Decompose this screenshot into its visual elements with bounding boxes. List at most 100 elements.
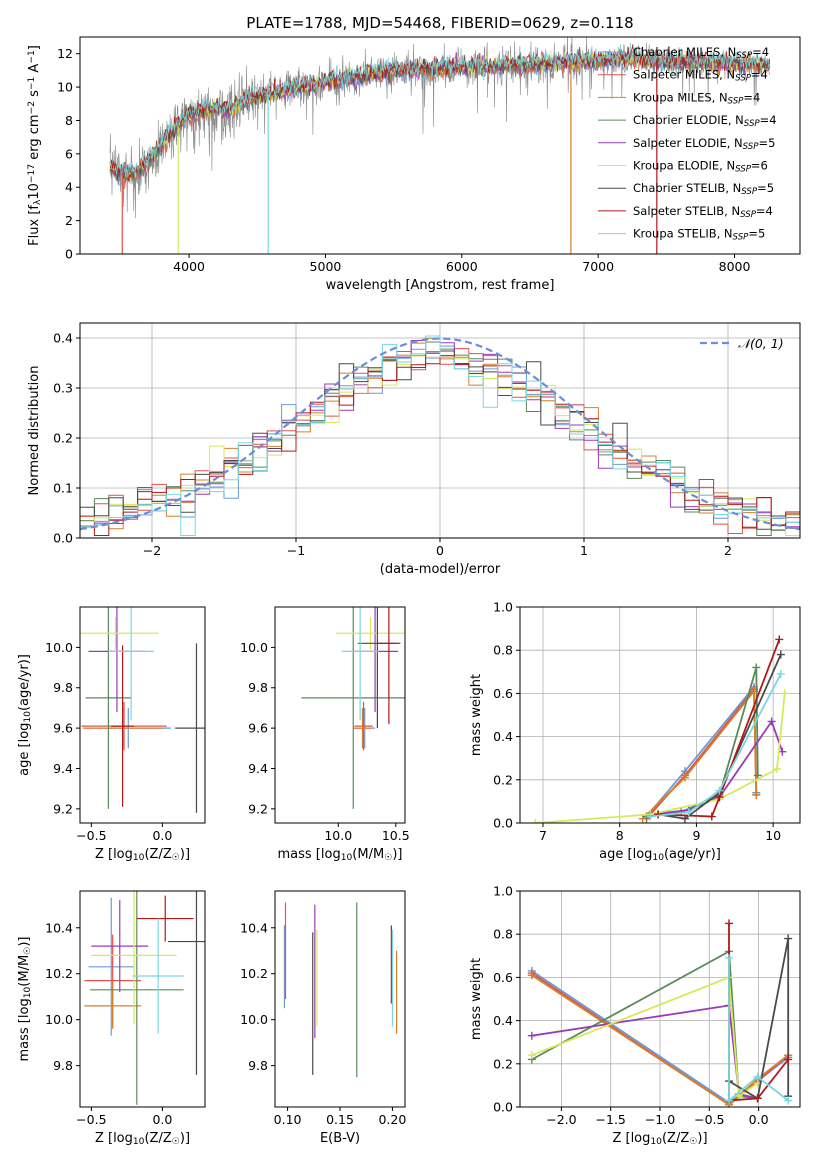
plot-area-age_vs_mass bbox=[301, 607, 405, 809]
legend-text: Kroupa ELODIE, N bbox=[633, 159, 735, 173]
weight-marker-kroupa_stelib bbox=[684, 808, 693, 817]
plot-area-mass_vs_ebv bbox=[283, 902, 398, 1078]
weight-line-kroupa_elodie bbox=[531, 976, 759, 1098]
x-tick-label: −2.0 bbox=[546, 1112, 576, 1127]
label-part: (M/M bbox=[17, 955, 32, 987]
y-tick-label: 9.8 bbox=[248, 1058, 268, 1073]
legend-sub: SSP bbox=[743, 142, 760, 152]
weight-marker-kroupa_stelib bbox=[725, 1096, 734, 1105]
x-tick-label: 6000 bbox=[446, 259, 478, 274]
y-tick-label: 0.4 bbox=[493, 729, 513, 744]
y-tick-label: 9.2 bbox=[53, 801, 73, 816]
label-part: (age/yr)] bbox=[664, 847, 721, 862]
legend-sub: SSP bbox=[735, 74, 752, 84]
label-part: s bbox=[27, 90, 42, 101]
legend-text: Kroupa MILES, N bbox=[633, 90, 728, 104]
plot-area-residual_hist bbox=[80, 335, 800, 536]
plot-area-mass_vs_Z bbox=[84, 891, 205, 1105]
weight-marker-salpeter_elodie bbox=[527, 1031, 536, 1040]
weight-marker-kroupa_miles bbox=[752, 790, 761, 799]
x-tick-label: 10.5 bbox=[382, 828, 410, 843]
label-part: −2 bbox=[27, 101, 37, 114]
label-part: log bbox=[321, 847, 341, 862]
label-part: −17 bbox=[27, 164, 37, 183]
x-tick-label: 0.0 bbox=[749, 1112, 769, 1127]
panel-spectrum: 4000 5000 6000 7000 8000 0 2 4 6 8 10 12 wavelength … bbox=[27, 36, 801, 293]
weight-marker-salpeter_stelib bbox=[725, 919, 734, 928]
x-tick-label: 8 bbox=[616, 828, 624, 843]
weight-marker-kroupa_stelib bbox=[753, 1072, 762, 1081]
legend-sub: SSP bbox=[736, 51, 753, 61]
y-tick-label: 9.6 bbox=[53, 721, 73, 736]
legend-text: Chabrier MILES, N bbox=[633, 45, 736, 59]
label-part: 10 bbox=[23, 986, 33, 998]
weight-marker-chabrier_stelib bbox=[784, 934, 793, 943]
label-part: ☉ bbox=[23, 947, 33, 955]
weight-marker-kroupa_elodie bbox=[780, 689, 789, 698]
legend-tail: =4 bbox=[756, 204, 773, 218]
label-part: E(B-V) bbox=[320, 1131, 360, 1146]
legend-tail: =4 bbox=[752, 45, 769, 59]
panel-weight_vs_Z: −2.0 −1.5 −1.0 −0.5 0.0 0.0 0.2 0.4 0.6 0.8 1.0 Z [… bbox=[469, 884, 801, 1147]
label-part: 10 bbox=[133, 853, 145, 863]
y-tick-label: 0.1 bbox=[53, 481, 73, 496]
y-tick-label: 10.0 bbox=[240, 1012, 268, 1027]
y-tick-label: 0.0 bbox=[53, 531, 73, 546]
label-part: Flux [f bbox=[27, 205, 42, 246]
label-part: ] bbox=[27, 45, 42, 50]
legend-label-chabrier_miles: Chabrier MILES, NSSP=4 bbox=[633, 45, 769, 61]
label-part: mass [ bbox=[278, 847, 321, 862]
weight-marker-salpeter_stelib bbox=[707, 812, 716, 821]
x-tick-label: 8000 bbox=[719, 259, 751, 274]
legend-sub: SSP bbox=[728, 97, 745, 107]
label-part: )] bbox=[697, 1131, 707, 1146]
x-axis-label: Z [log10(Z/Z☉)] bbox=[95, 1131, 190, 1147]
weight-marker-kroupa_elodie bbox=[734, 1092, 743, 1101]
label-part: (age/yr)] bbox=[17, 654, 32, 711]
y-tick-label: 10.2 bbox=[45, 966, 73, 981]
y-tick-label: 0.2 bbox=[493, 772, 513, 787]
y-tick-label: 0 bbox=[65, 247, 73, 262]
label-part: )] bbox=[392, 847, 402, 862]
x-tick-label: −0.5 bbox=[76, 828, 106, 843]
label-part: log bbox=[17, 998, 32, 1018]
y-tick-label: 10.0 bbox=[45, 1012, 73, 1027]
weight-marker-chabrier_elodie bbox=[752, 663, 761, 672]
weight-marker-kroupa_miles bbox=[680, 773, 689, 782]
y-tick-label: 0.6 bbox=[493, 686, 513, 701]
label-part: 10 bbox=[652, 853, 664, 863]
x-tick-label: 0.10 bbox=[274, 1112, 302, 1127]
label-part: age [ bbox=[17, 742, 32, 775]
y-tick-label: 0.0 bbox=[493, 816, 513, 831]
label-part: 10 bbox=[341, 853, 353, 863]
label-part: 10 bbox=[133, 1137, 145, 1147]
y-tick-label: 9.6 bbox=[248, 721, 268, 736]
y-tick-label: 1.0 bbox=[493, 884, 513, 899]
legend-label-kroupa_elodie: Kroupa ELODIE, NSSP=6 bbox=[633, 159, 768, 175]
label-part: mass [ bbox=[17, 1018, 32, 1061]
y-tick-label: 0.6 bbox=[493, 970, 513, 985]
weight-marker-kroupa_elodie bbox=[772, 765, 781, 773]
label-part: (Z/Z bbox=[662, 1131, 689, 1146]
label-part: ☉ bbox=[172, 1137, 180, 1147]
legend-gaussian-label: 𝒩(0, 1) bbox=[738, 336, 784, 351]
legend-label-salpeter_miles: Salpeter MILES, NSSP=4 bbox=[633, 68, 768, 84]
label-part: log bbox=[631, 1131, 651, 1146]
legend-tail: =4 bbox=[743, 90, 760, 104]
x-tick-label: −0.5 bbox=[694, 1112, 724, 1127]
axes-frame bbox=[274, 890, 406, 1108]
y-tick-label: 0.8 bbox=[493, 643, 513, 658]
x-tick-label: −0.5 bbox=[76, 1112, 106, 1127]
weight-marker-salpeter_stelib bbox=[775, 635, 784, 644]
plot-panels: 4000 5000 6000 7000 8000024681012wavelength … bbox=[17, 36, 801, 1147]
axes-frame bbox=[79, 36, 801, 255]
y-axis-label: mass [log10(M/M☉)] bbox=[17, 937, 33, 1062]
legend-label-kroupa_stelib: Kroupa STELIB, NSSP=5 bbox=[633, 227, 765, 243]
label-part: (M/M bbox=[352, 847, 384, 862]
y-tick-label: 9.4 bbox=[248, 761, 268, 776]
plot-area-age_vs_Z bbox=[80, 607, 205, 813]
y-tick-label: 1.0 bbox=[493, 600, 513, 615]
y-tick-label: 0.4 bbox=[53, 331, 73, 346]
